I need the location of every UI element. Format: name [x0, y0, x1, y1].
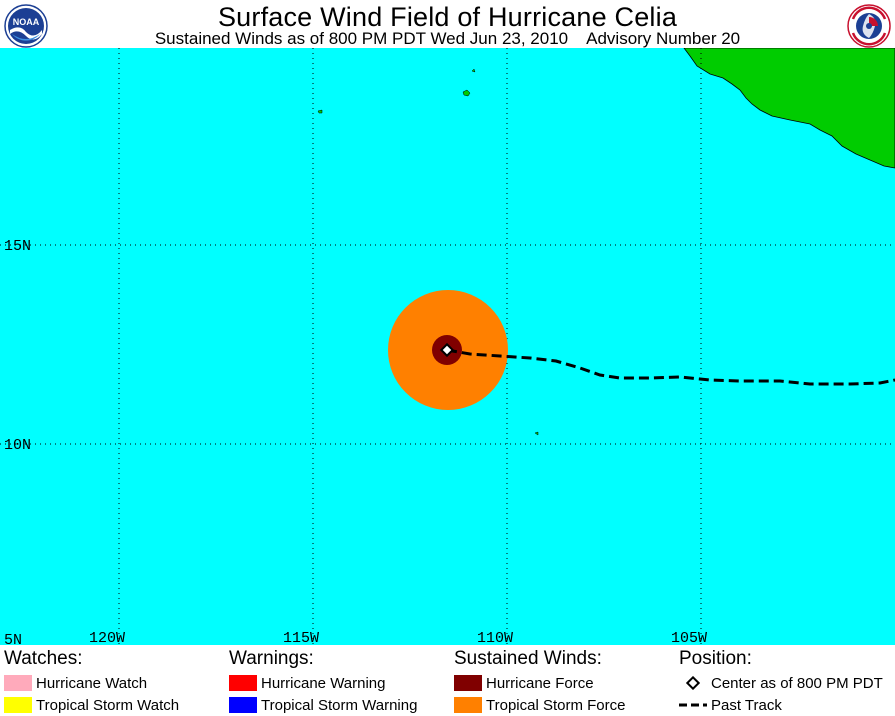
legend-warnings: Warnings: Hurricane Warning Tropical Sto…: [229, 648, 417, 716]
legend-item-tropical-storm-force: Tropical Storm Force: [454, 694, 625, 716]
lat-label-10n: 10N: [4, 437, 31, 454]
legend-item-hurricane-force: Hurricane Force: [454, 672, 625, 694]
storm-center-marker: [439, 342, 455, 358]
hurricane-force-label: Hurricane Force: [486, 674, 594, 692]
wind-field-map: 15N 10N 5N 120W 115W 110W 105W: [0, 48, 895, 645]
noaa-logo: NOAA: [4, 4, 48, 48]
subtitle-advisory-time: Sustained Winds as of 800 PM PDT Wed Jun…: [154, 29, 569, 48]
legend-warnings-heading: Warnings:: [229, 648, 314, 669]
legend-watches: Watches: Hurricane Watch Tropical Storm …: [4, 648, 179, 716]
tropical-storm-watch-swatch: [4, 697, 32, 713]
tropical-storm-warning-label: Tropical Storm Warning: [261, 696, 418, 714]
legend-item-hurricane-watch: Hurricane Watch: [4, 672, 179, 694]
hurricane-watch-label: Hurricane Watch: [36, 674, 148, 692]
lon-label-110w: 110W: [477, 630, 513, 645]
hurricane-force-swatch: [454, 675, 482, 691]
lon-label-105w: 105W: [671, 630, 707, 645]
past-track-label: Past Track: [711, 696, 782, 714]
legend-winds: Sustained Winds: Hurricane Force Tropica…: [454, 648, 625, 716]
legend-position: Position: Center as of 800 PM PDT Past T…: [679, 648, 883, 716]
map-canvas: 15N 10N 5N 120W 115W 110W 105W: [0, 48, 895, 645]
island-san-benedicto: [471, 68, 476, 73]
diamond-icon: [679, 675, 707, 691]
legend-item-tropical-storm-warning: Tropical Storm Warning: [229, 694, 417, 716]
island-clipperton: [534, 431, 539, 436]
center-label: Center as of 800 PM PDT: [711, 674, 883, 692]
legend: Watches: Hurricane Watch Tropical Storm …: [0, 646, 895, 716]
island-socorro: [462, 89, 471, 97]
island-clarion: [317, 109, 323, 114]
tropical-storm-watch-label: Tropical Storm Watch: [36, 696, 180, 714]
legend-watches-heading: Watches:: [4, 648, 83, 669]
legend-item-past-track: Past Track: [679, 694, 883, 716]
tropical-storm-force-swatch: [454, 697, 482, 713]
hurricane-watch-swatch: [4, 675, 32, 691]
lon-label-120w: 120W: [89, 630, 125, 645]
lat-label-5n: 5N: [4, 632, 22, 645]
lon-label-115w: 115W: [283, 630, 319, 645]
lat-label-15n: 15N: [4, 238, 31, 255]
tropical-storm-warning-swatch: [229, 697, 257, 713]
hurricane-warning-label: Hurricane Warning: [261, 674, 386, 692]
legend-item-hurricane-warning: Hurricane Warning: [229, 672, 417, 694]
page-subtitle: Sustained Winds as of 800 PM PDT Wed Jun…: [0, 29, 895, 49]
page-title: Surface Wind Field of Hurricane Celia: [217, 2, 678, 32]
legend-winds-heading: Sustained Winds:: [454, 648, 602, 669]
past-track: [446, 348, 895, 386]
legend-position-heading: Position:: [679, 648, 752, 669]
noaa-logo-text: NOAA: [13, 17, 40, 27]
tropical-storm-force-label: Tropical Storm Force: [486, 696, 626, 714]
land-mass: [683, 48, 895, 169]
dashed-line-icon: [679, 697, 707, 713]
nws-logo: [847, 4, 891, 48]
hurricane-warning-swatch: [229, 675, 257, 691]
legend-item-tropical-storm-watch: Tropical Storm Watch: [4, 694, 179, 716]
graticule: [0, 48, 895, 645]
subtitle-advisory-number: Advisory Number 20: [586, 29, 741, 48]
legend-item-center: Center as of 800 PM PDT: [679, 672, 883, 694]
